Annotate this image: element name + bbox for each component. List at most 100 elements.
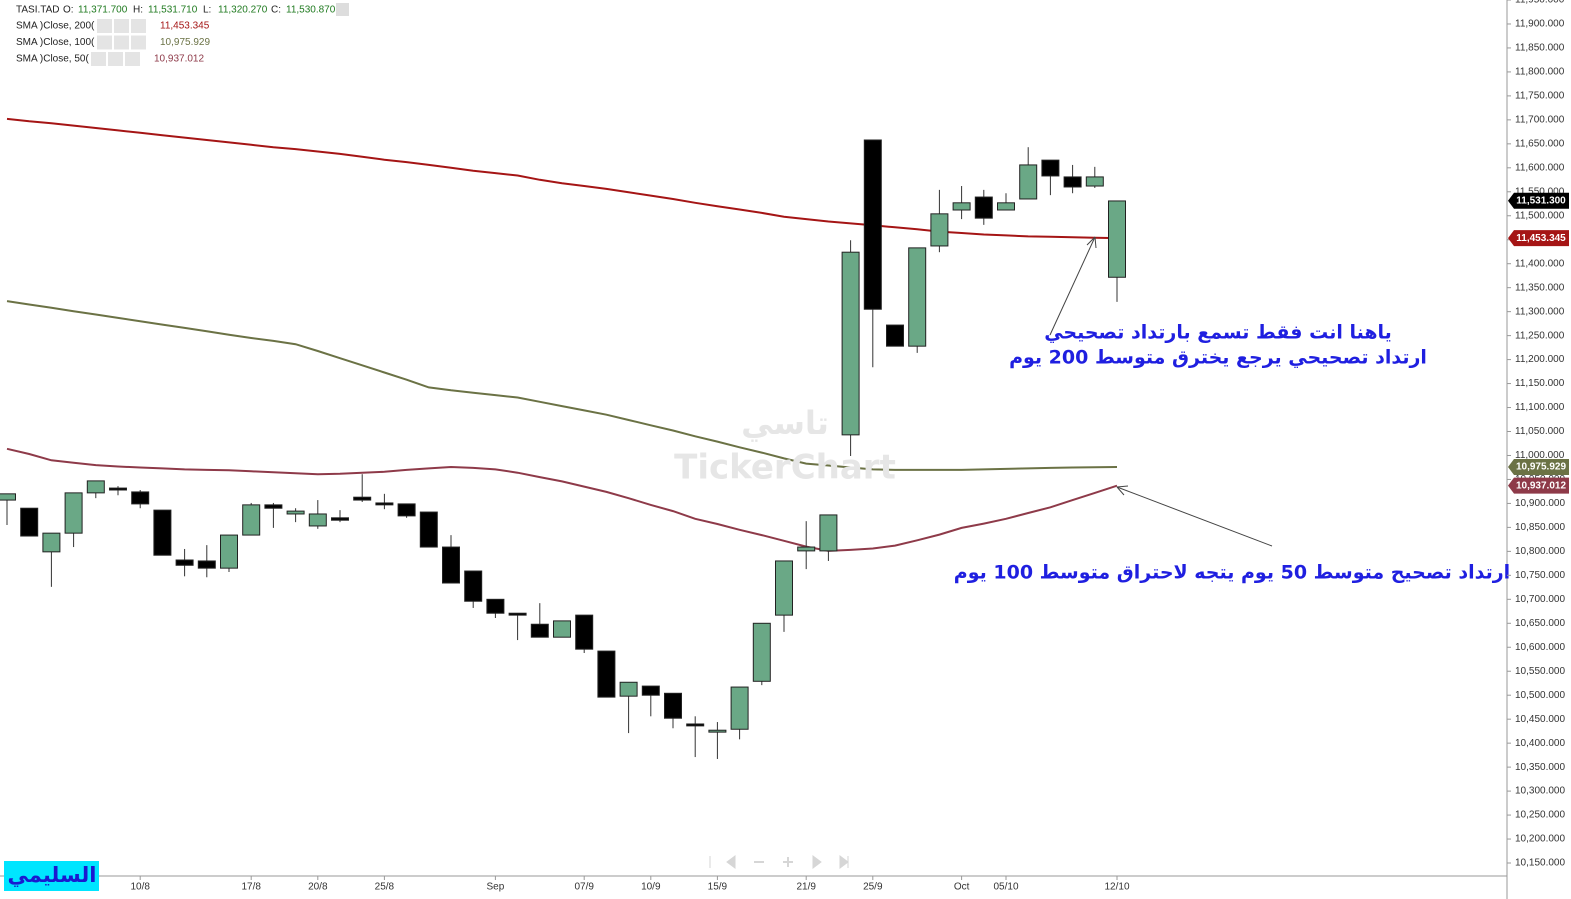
x-tick-label: 07/9 <box>574 882 594 893</box>
candle-body <box>508 612 527 616</box>
candle-body <box>131 491 150 505</box>
y-tick-label: 11,000.000 <box>1515 450 1565 461</box>
candle-body <box>42 532 61 553</box>
candle-body <box>619 681 638 697</box>
price-marker <box>1508 459 1569 476</box>
candle-body <box>1019 164 1038 200</box>
indicator-button[interactable] <box>97 19 112 33</box>
indicator-name: SMA )Close, 50( <box>16 54 89 65</box>
arrow <box>1049 236 1096 336</box>
indicator-value: 10,937.012 <box>154 54 204 65</box>
y-tick-label: 11,100.000 <box>1515 402 1565 413</box>
candle-body <box>863 139 882 310</box>
candle-body <box>286 510 305 515</box>
indicator-button[interactable] <box>114 19 129 33</box>
candle-body <box>1063 176 1082 188</box>
x-tick-label: 25/8 <box>375 882 395 893</box>
y-tick-label: 11,550.000 <box>1515 186 1565 197</box>
watermark: تاسي <box>741 404 829 442</box>
candle-body <box>686 723 705 727</box>
price-marker-label: 10,937.012 <box>1516 480 1566 491</box>
y-tick-label: 11,350.000 <box>1515 282 1565 293</box>
y-tick-label: 11,750.000 <box>1515 91 1565 102</box>
plot-area <box>0 117 1126 759</box>
indicator-button[interactable] <box>131 35 146 50</box>
price-marker-label: 11,531.300 <box>1516 195 1566 206</box>
indicator-button[interactable] <box>125 52 140 66</box>
candle-body <box>974 196 993 219</box>
x-tick-label: 10/9 <box>641 882 661 893</box>
candle-body <box>997 202 1015 211</box>
ohlc-label: L: <box>203 5 211 16</box>
y-tick-label: 11,200.000 <box>1515 354 1565 365</box>
candle-body <box>952 202 971 211</box>
annotation: ارتداد تصحيح متوسط 50 يوم يتجه لاحتراق م… <box>954 562 1510 584</box>
x-tick-label: 17/8 <box>241 882 261 893</box>
ohlc-label: O: <box>63 5 74 16</box>
candle-body <box>664 692 682 719</box>
y-tick-label: 11,400.000 <box>1515 258 1565 269</box>
price-marker-label: 11,453.345 <box>1516 233 1566 244</box>
menu-button[interactable] <box>336 3 349 16</box>
y-tick-label: 11,250.000 <box>1515 330 1565 341</box>
y-tick-label: 11,700.000 <box>1515 115 1565 126</box>
y-tick-label: 10,550.000 <box>1515 666 1565 677</box>
indicator-value: 11,453.345 <box>160 21 210 32</box>
candle-body <box>486 598 505 614</box>
y-tick-label: 11,500.000 <box>1515 210 1565 221</box>
candle-body <box>597 650 616 698</box>
candle-body <box>419 511 438 548</box>
indicator-button[interactable] <box>131 19 146 33</box>
candle-body <box>886 324 904 347</box>
y-tick-label: 10,850.000 <box>1515 522 1565 533</box>
y-tick-label: 10,300.000 <box>1515 786 1565 797</box>
indicator-value: 10,975.929 <box>160 37 210 48</box>
legend: TASI.TAD O: 11,371.700 H: 11,531.710 L: 11,320… <box>0 0 350 68</box>
candle-body <box>375 502 394 506</box>
legend-bg <box>0 0 350 68</box>
arrow-head <box>1116 485 1129 496</box>
y-tick-label: 10,450.000 <box>1515 714 1565 725</box>
candle-body <box>841 251 860 436</box>
candle-body <box>908 247 927 347</box>
x-tick-label: 15/9 <box>708 882 728 893</box>
indicator-button[interactable] <box>114 35 129 50</box>
price-marker-label: 10,975.929 <box>1516 462 1566 473</box>
y-tick-label: 11,300.000 <box>1515 306 1565 317</box>
y-tick-label: 11,800.000 <box>1515 67 1565 78</box>
indicator-name: SMA )Close, 200( <box>16 21 95 32</box>
navigation[interactable] <box>709 855 849 869</box>
y-tick-label: 10,900.000 <box>1515 498 1565 509</box>
ohlc-value: 11,531.710 <box>148 5 198 16</box>
ohlc-value: 11,530.870 <box>286 5 336 16</box>
y-tick-label: 11,150.000 <box>1515 378 1565 389</box>
candle-body <box>641 685 660 696</box>
y-tick-label: 10,750.000 <box>1515 570 1565 581</box>
price-marker <box>1508 230 1569 247</box>
ohlc-value: 11,371.700 <box>78 5 128 16</box>
x-tick-label: 20/8 <box>308 882 328 893</box>
x-tick-label: Oct <box>954 882 970 893</box>
y-tick-label: 10,600.000 <box>1515 642 1565 653</box>
candle-body <box>331 517 349 521</box>
indicator-button[interactable] <box>97 35 112 50</box>
candle-body <box>1108 200 1126 278</box>
candle-body <box>575 614 594 650</box>
sma-line <box>6 117 1118 240</box>
candle-body <box>109 487 127 491</box>
y-tick-label: 10,800.000 <box>1515 546 1565 557</box>
arrow <box>1116 486 1273 547</box>
candle-body <box>64 492 83 534</box>
y-tick-label: 11,050.000 <box>1515 426 1565 437</box>
sma-line <box>6 447 1118 552</box>
candle-body <box>775 560 793 616</box>
y-tick-label: 10,500.000 <box>1515 690 1565 701</box>
y-tick-label: 11,900.000 <box>1515 19 1565 30</box>
candle-body <box>730 686 749 730</box>
candle-body <box>819 514 838 552</box>
price-marker <box>1508 192 1569 209</box>
indicator-button[interactable] <box>108 52 123 66</box>
indicator-button[interactable] <box>91 52 106 66</box>
candle-body <box>220 534 238 569</box>
y-tick-label: 10,700.000 <box>1515 594 1565 605</box>
